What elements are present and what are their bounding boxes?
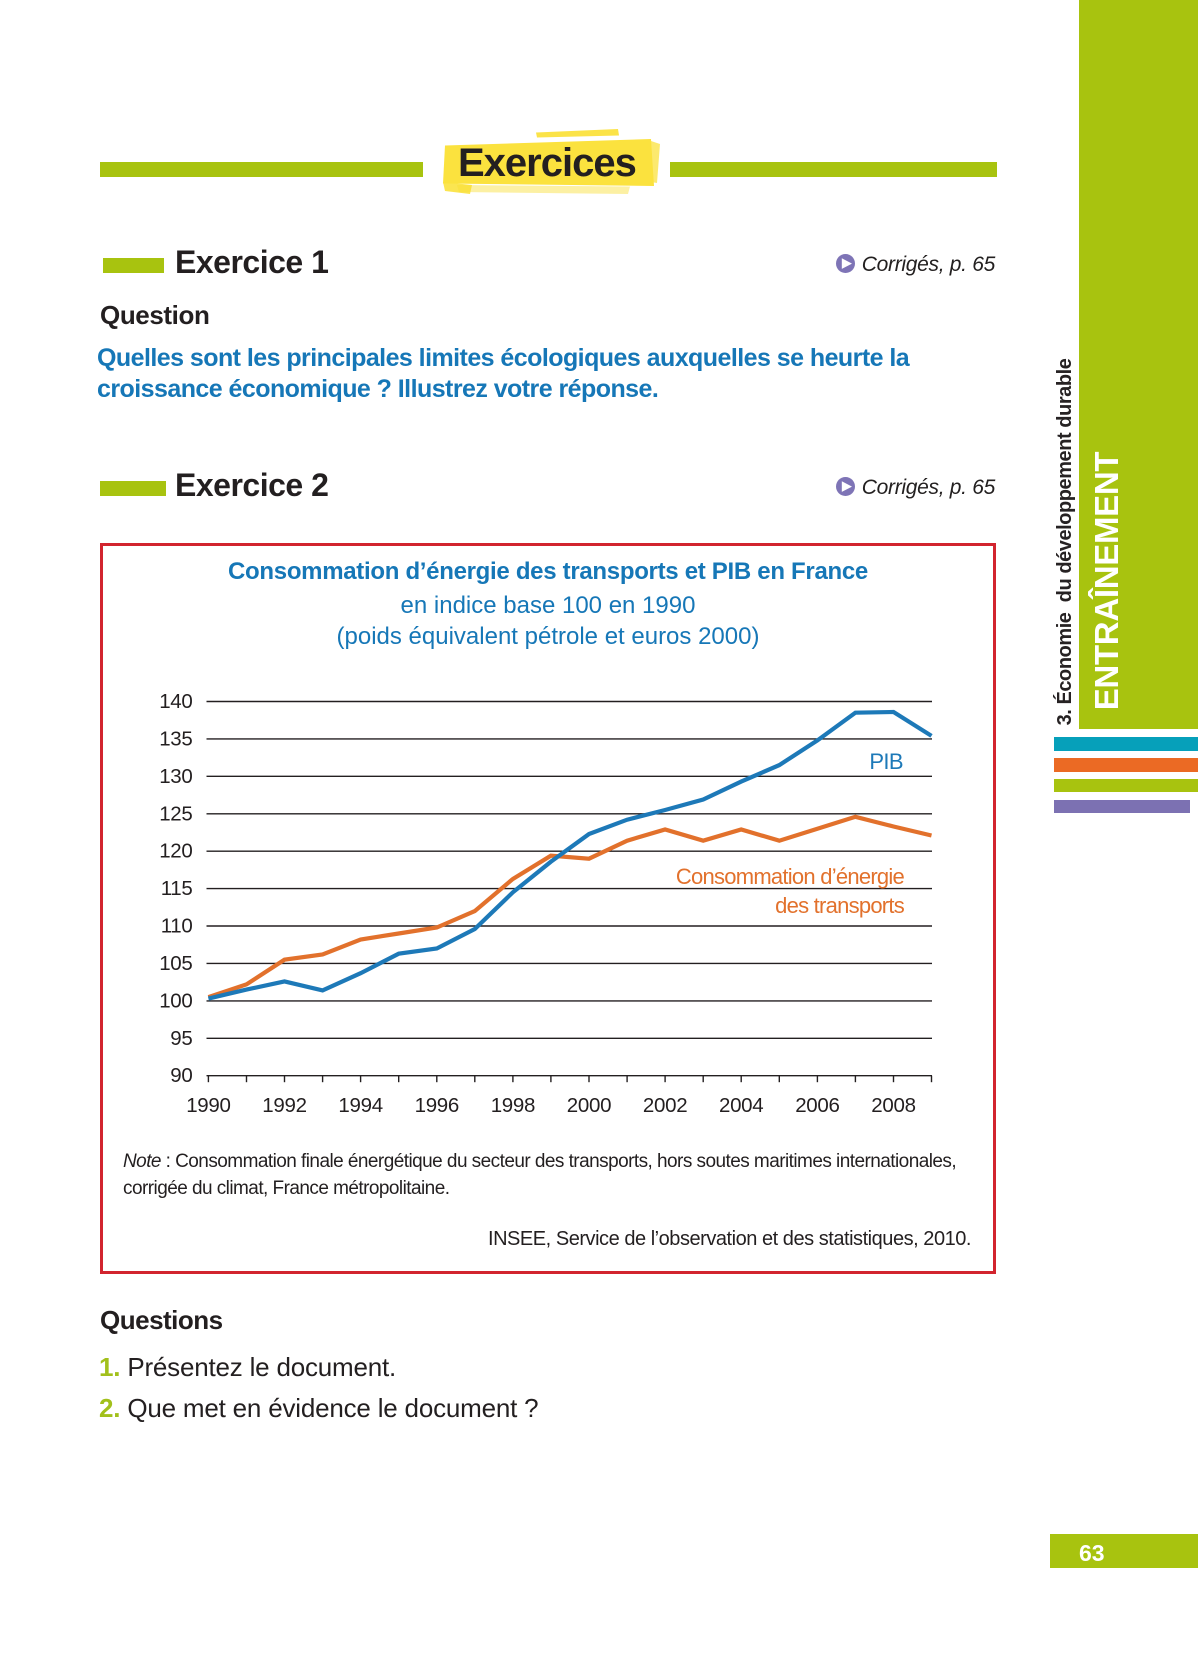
- svg-text:110: 110: [161, 915, 193, 938]
- svg-text:1990: 1990: [186, 1094, 230, 1117]
- svg-text:1994: 1994: [338, 1094, 382, 1117]
- svg-text:140: 140: [159, 690, 192, 713]
- svg-text:2004: 2004: [719, 1094, 763, 1117]
- svg-text:120: 120: [159, 840, 192, 863]
- svg-text:2000: 2000: [567, 1094, 611, 1117]
- svg-text:95: 95: [170, 1027, 192, 1050]
- svg-text:1998: 1998: [491, 1094, 535, 1117]
- svg-text:PIB: PIB: [869, 749, 903, 774]
- svg-text:105: 105: [159, 952, 192, 975]
- svg-text:115: 115: [161, 877, 193, 900]
- svg-text:135: 135: [159, 727, 192, 750]
- svg-text:1992: 1992: [262, 1094, 306, 1117]
- svg-text:100: 100: [159, 989, 192, 1012]
- svg-text:125: 125: [159, 802, 192, 825]
- svg-text:Consommation d’énergie: Consommation d’énergie: [676, 864, 905, 889]
- svg-text:90: 90: [170, 1064, 192, 1087]
- svg-text:des transports: des transports: [775, 893, 905, 918]
- svg-text:1996: 1996: [415, 1094, 459, 1117]
- svg-text:130: 130: [159, 765, 192, 788]
- svg-text:2006: 2006: [795, 1094, 839, 1117]
- svg-text:2008: 2008: [871, 1094, 915, 1117]
- svg-text:2002: 2002: [643, 1094, 687, 1117]
